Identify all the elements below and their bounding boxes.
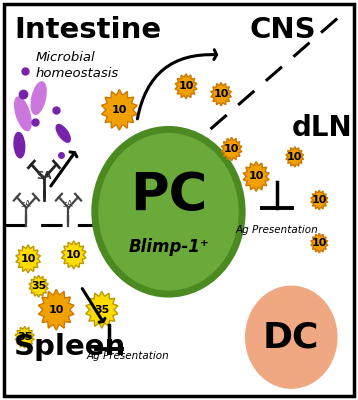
Ellipse shape	[56, 124, 70, 142]
Polygon shape	[175, 74, 197, 99]
Text: 10: 10	[49, 305, 64, 315]
Polygon shape	[16, 245, 40, 273]
Text: 10: 10	[224, 144, 239, 154]
Text: 35: 35	[31, 281, 46, 291]
Text: 10: 10	[312, 195, 327, 205]
Circle shape	[95, 130, 242, 294]
Text: Intestine: Intestine	[14, 16, 161, 44]
Polygon shape	[221, 137, 242, 161]
Text: DC: DC	[263, 320, 319, 354]
Text: SA: SA	[36, 171, 52, 181]
Polygon shape	[211, 82, 231, 106]
Text: 35: 35	[94, 305, 110, 315]
Text: Microbial
homeostasis: Microbial homeostasis	[35, 51, 118, 80]
Text: Spleen: Spleen	[14, 333, 126, 361]
Text: 10: 10	[312, 238, 327, 248]
Polygon shape	[311, 190, 328, 210]
Text: Ag Presentation: Ag Presentation	[236, 226, 319, 236]
Text: Blimp-1⁺: Blimp-1⁺	[128, 238, 209, 256]
Text: 10: 10	[287, 152, 303, 162]
Polygon shape	[86, 291, 118, 328]
Polygon shape	[29, 275, 48, 297]
Polygon shape	[15, 326, 34, 348]
Ellipse shape	[31, 82, 46, 114]
Polygon shape	[243, 162, 269, 191]
Polygon shape	[311, 233, 328, 253]
Polygon shape	[62, 241, 86, 269]
Text: 35: 35	[17, 332, 32, 342]
Polygon shape	[102, 90, 137, 130]
Text: 10: 10	[20, 254, 36, 264]
Text: 10: 10	[248, 172, 264, 182]
Text: 10: 10	[213, 89, 229, 99]
Text: Ag Presentation: Ag Presentation	[87, 351, 169, 361]
Text: 10: 10	[112, 105, 127, 115]
Text: dLN: dLN	[291, 114, 352, 142]
Ellipse shape	[15, 97, 31, 130]
Text: 10: 10	[66, 250, 81, 260]
Text: PC: PC	[130, 170, 207, 222]
Circle shape	[246, 286, 337, 388]
Ellipse shape	[14, 132, 25, 158]
Text: 10: 10	[178, 81, 194, 91]
Polygon shape	[286, 147, 304, 167]
Text: CNS: CNS	[249, 16, 316, 44]
Text: sA: sA	[20, 200, 31, 209]
Text: sA: sA	[62, 200, 73, 209]
Polygon shape	[38, 289, 74, 330]
